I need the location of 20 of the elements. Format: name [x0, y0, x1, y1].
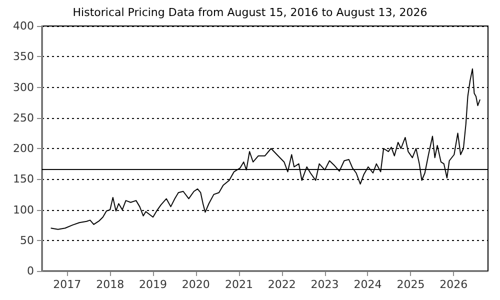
y-tick-label: 150: [13, 172, 34, 186]
x-tick-label: 2025: [396, 278, 425, 291]
y-tick-label: 200: [13, 142, 34, 155]
x-tick-label: 2019: [139, 278, 167, 291]
y-tick-label: 250: [13, 111, 34, 124]
x-tick-label: 2022: [268, 278, 296, 291]
chart-title: Historical Pricing Data from August 15, 2016 to August 13, 2026: [72, 6, 428, 19]
x-tick-label: 2018: [96, 278, 124, 291]
x-tick-label: 2026: [440, 278, 468, 291]
y-tick-label: 100: [13, 203, 34, 216]
x-tick-label: 2017: [53, 278, 82, 291]
y-tick-label: 50: [20, 234, 34, 247]
y-tick-label: 300: [13, 80, 34, 94]
y-tick-label: 0: [27, 264, 34, 278]
y-tick-label: 350: [13, 50, 34, 64]
x-tick-label: 2020: [182, 278, 210, 291]
x-tick-label: 2023: [310, 278, 339, 291]
y-tick-label: 400: [13, 20, 34, 32]
x-tick-label: 2021: [224, 278, 253, 291]
x-tick-label: 2024: [354, 278, 382, 291]
